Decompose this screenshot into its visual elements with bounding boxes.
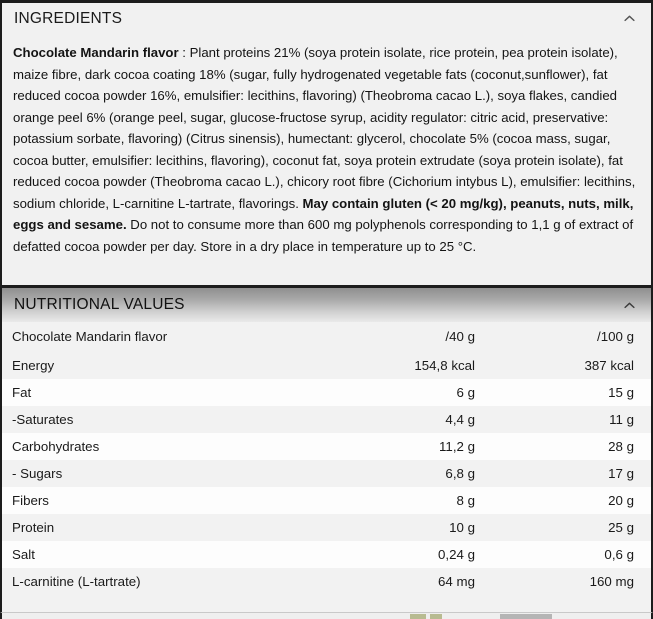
- nutrient-label: - Sugars: [12, 466, 63, 481]
- table-row: L-carnitine (L-tartrate) 64 mg 160 mg: [2, 568, 651, 595]
- nutrient-serving: 64 mg: [438, 574, 475, 589]
- nutrient-hundred: 28 g: [608, 439, 634, 454]
- nutrient-hundred: 20 g: [608, 493, 634, 508]
- allergen-warning: May contain gluten (< 20 mg/kg), peanuts…: [13, 195, 634, 233]
- column-header-serving: /40 g: [445, 329, 475, 344]
- nutritional-values-title: NUTRITIONAL VALUES: [14, 296, 185, 314]
- nutrient-serving: 6,8 g: [445, 466, 475, 481]
- nutrient-hundred: 0,6 g: [604, 547, 634, 562]
- ingredients-product-name: Chocolate Mandarin flavor: [13, 45, 179, 60]
- ingredients-list-part-2: Do not to consume more than 600 mg polyp…: [13, 217, 634, 254]
- nutrient-serving: 10 g: [449, 520, 475, 535]
- nutrient-hundred: 15 g: [608, 385, 634, 400]
- nutrient-label: Fat: [12, 385, 32, 400]
- sliver-artifact: [410, 614, 426, 619]
- nutrient-hundred: 25 g: [608, 520, 634, 535]
- ingredients-title: INGREDIENTS: [14, 9, 123, 27]
- next-section-sliver: [0, 612, 653, 619]
- nutrient-serving: 0,24 g: [438, 547, 475, 562]
- nutrition-table-body: Chocolate Mandarin flavor /40 g /100 g E…: [2, 322, 651, 595]
- chevron-up-icon[interactable]: [622, 11, 637, 26]
- nutrient-hundred: 17 g: [608, 466, 634, 481]
- ingredients-text: Chocolate Mandarin flavor : Plant protei…: [2, 34, 651, 285]
- nutrient-hundred: 11 g: [609, 412, 634, 427]
- nutrient-serving: 8 g: [456, 493, 476, 508]
- table-row: - Sugars 6,8 g 17 g: [2, 460, 651, 487]
- nutrient-label: L-carnitine (L-tartrate): [12, 574, 141, 589]
- nutrient-serving: 4,4 g: [445, 412, 475, 427]
- table-row: Energy 154,8 kcal 387 kcal: [2, 352, 651, 379]
- nutrient-label: Protein: [12, 520, 55, 535]
- table-row: Fat 6 g 15 g: [2, 379, 651, 406]
- table-header-row: Chocolate Mandarin flavor /40 g /100 g: [2, 322, 651, 352]
- ingredients-section-header[interactable]: INGREDIENTS: [2, 3, 651, 34]
- table-row: Fibers 8 g 20 g: [2, 487, 651, 514]
- table-row: -Saturates 4,4 g 11 g: [2, 406, 651, 433]
- nutritional-values-section-header[interactable]: NUTRITIONAL VALUES: [2, 288, 651, 322]
- nutrient-label: Salt: [12, 547, 35, 562]
- ingredients-separator: :: [178, 45, 190, 60]
- table-row: Carbohydrates 11,2 g 28 g: [2, 433, 651, 460]
- sliver-artifact: [430, 614, 442, 619]
- nutrient-hundred: 160 mg: [589, 574, 634, 589]
- column-header-label: Chocolate Mandarin flavor: [12, 329, 168, 344]
- ingredients-list-part-1: Plant proteins 21% (soya protein isolate…: [13, 45, 636, 211]
- nutrient-serving: 11,2 g: [439, 439, 475, 454]
- ingredients-section: INGREDIENTS Chocolate Mandarin flavor : …: [0, 0, 653, 288]
- nutrient-serving: 6 g: [456, 385, 476, 400]
- column-header-hundred: /100 g: [597, 329, 634, 344]
- nutrient-serving: 154,8 kcal: [414, 358, 475, 373]
- nutrient-hundred: 387 kcal: [584, 358, 634, 373]
- nutrition-table: Chocolate Mandarin flavor /40 g /100 g E…: [2, 322, 651, 595]
- nutritional-values-section: NUTRITIONAL VALUES Chocolate Mandarin fl…: [0, 288, 653, 619]
- nutrient-label: -Saturates: [12, 412, 74, 427]
- nutrient-label: Carbohydrates: [12, 439, 100, 454]
- nutrient-label: Fibers: [12, 493, 49, 508]
- table-row: Protein 10 g 25 g: [2, 514, 651, 541]
- nutrient-label: Energy: [12, 358, 55, 373]
- chevron-up-icon[interactable]: [622, 298, 637, 313]
- table-row: Salt 0,24 g 0,6 g: [2, 541, 651, 568]
- sliver-artifact: [500, 614, 552, 619]
